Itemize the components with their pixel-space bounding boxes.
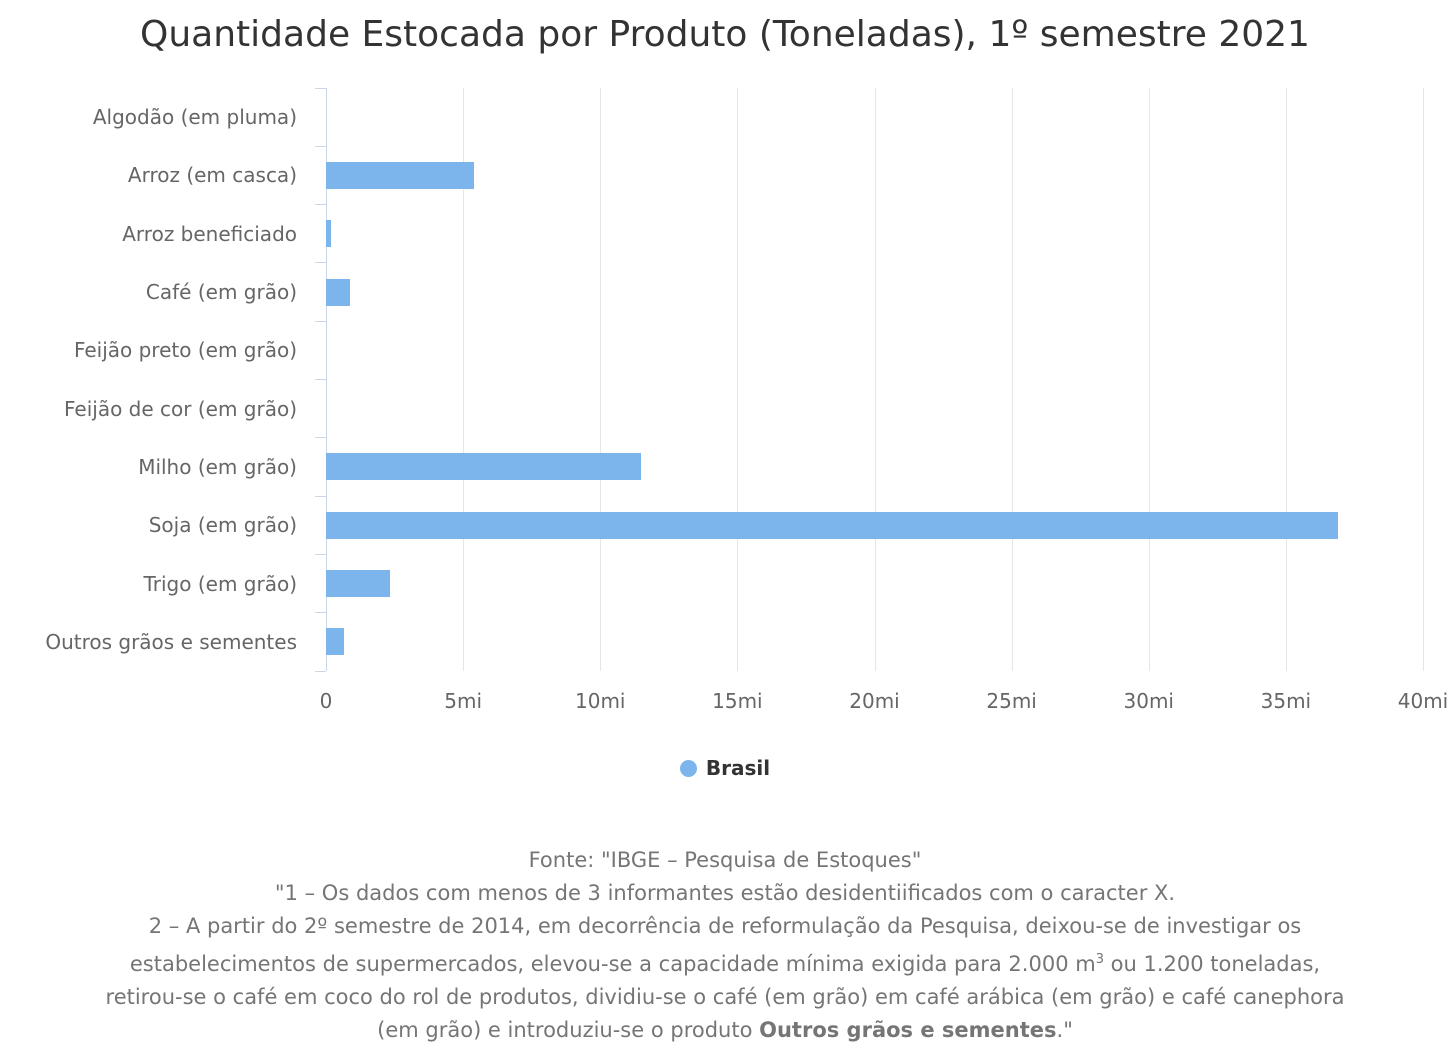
category-axis-tick xyxy=(315,670,326,672)
bar-cafe-em-grao[interactable] xyxy=(326,278,351,306)
category-label-feijao-preto-em-grao: Feijão preto (em grão) xyxy=(73,338,297,363)
category-label-algodao-em-pluma: Algodão (em pluma) xyxy=(92,105,297,130)
category-label-arroz-beneficiado: Arroz beneficiado xyxy=(122,221,297,246)
bar-trigo-em-grao[interactable] xyxy=(326,570,391,598)
bar-arroz-beneficiado[interactable] xyxy=(326,220,331,248)
category-axis-line xyxy=(326,88,327,671)
legend-label: Brasil xyxy=(705,756,771,780)
value-tick-label-20mi: 20mi xyxy=(849,689,900,713)
category-axis-tick xyxy=(315,320,326,322)
category-axis-tick xyxy=(315,437,326,439)
gridline-25mi xyxy=(1011,88,1013,671)
category-axis-tick xyxy=(315,262,326,264)
gridline-30mi xyxy=(1148,88,1150,671)
plot-area xyxy=(315,87,1424,672)
note-line-3: estabelecimentos de supermercados, elevo… xyxy=(129,952,1321,976)
value-tick-label-40mi: 40mi xyxy=(1397,689,1449,713)
note-line-2: 2 – A partir do 2º semestre de 2014, em … xyxy=(148,914,1302,938)
value-tick-label-35mi: 35mi xyxy=(1260,689,1312,713)
category-axis-tick xyxy=(315,87,326,89)
legend-marker-icon xyxy=(679,759,697,777)
category-axis-tick xyxy=(315,553,326,555)
gridline-10mi xyxy=(600,88,602,671)
value-tick-label-25mi: 25mi xyxy=(986,689,1037,713)
value-tick-label-15mi: 15mi xyxy=(712,689,763,713)
value-tick-label-30mi: 30mi xyxy=(1123,689,1175,713)
bar-soja-em-grao[interactable] xyxy=(326,511,1338,539)
category-axis-tick xyxy=(315,379,326,380)
gridline-40mi xyxy=(1423,88,1424,671)
bar-arroz-em-casca[interactable] xyxy=(326,161,475,189)
bar-outros-graos-e-sementes[interactable] xyxy=(326,628,344,656)
bar-milho-em-grao[interactable] xyxy=(326,453,642,481)
category-label-milho-em-grao: Milho (em grão) xyxy=(138,454,297,479)
value-tick-label-0: 0 xyxy=(319,689,333,713)
note-line-5: (em grão) e introduziu-se o produto Outr… xyxy=(377,1018,1073,1042)
note-line-1: "1 – Os dados com menos de 3 informantes… xyxy=(274,881,1176,905)
gridline-15mi xyxy=(737,88,739,671)
category-axis-tick xyxy=(315,204,326,206)
category-axis-tick xyxy=(315,495,326,497)
category-label-cafe-em-grao: Café (em grão) xyxy=(145,280,297,305)
category-label-outros-graos-e-sementes: Outros grãos e sementes xyxy=(45,629,297,654)
chart-title: Quantidade Estocada por Produto (Tonelad… xyxy=(140,14,1310,55)
category-label-trigo-em-grao: Trigo (em grão) xyxy=(143,571,297,596)
legend: Brasil xyxy=(0,756,1450,780)
category-axis-labels: Algodão (em pluma) Arroz (em casca) Arroz … xyxy=(0,88,297,671)
value-tick-label-10mi: 10mi xyxy=(575,689,626,713)
category-label-feijao-de-cor-em-grao: Feijão de cor (em grão) xyxy=(63,396,297,421)
category-axis-tick xyxy=(315,612,326,614)
legend-item-brasil[interactable]: Brasil xyxy=(679,756,771,780)
category-axis-tick xyxy=(315,145,326,147)
value-tick-label-5mi: 5mi xyxy=(444,689,482,713)
category-label-soja-em-grao: Soja (em grão) xyxy=(148,513,297,538)
gridline-5mi xyxy=(463,88,465,671)
note-line-4: retirou-se o café em coco do rol de prod… xyxy=(105,985,1345,1009)
value-axis-labels: 0 5mi 10mi 15mi 20mi 25mi 30mi 35mi 40mi xyxy=(320,689,1449,719)
source-notes: Fonte: "IBGE – Pesquisa de Estoques" "1 … xyxy=(0,844,1450,1047)
source-line: Fonte: "IBGE – Pesquisa de Estoques" xyxy=(528,848,922,872)
gridline-20mi xyxy=(874,88,876,671)
category-label-arroz-em-casca: Arroz (em casca) xyxy=(127,163,297,188)
gridline-35mi xyxy=(1285,88,1287,671)
